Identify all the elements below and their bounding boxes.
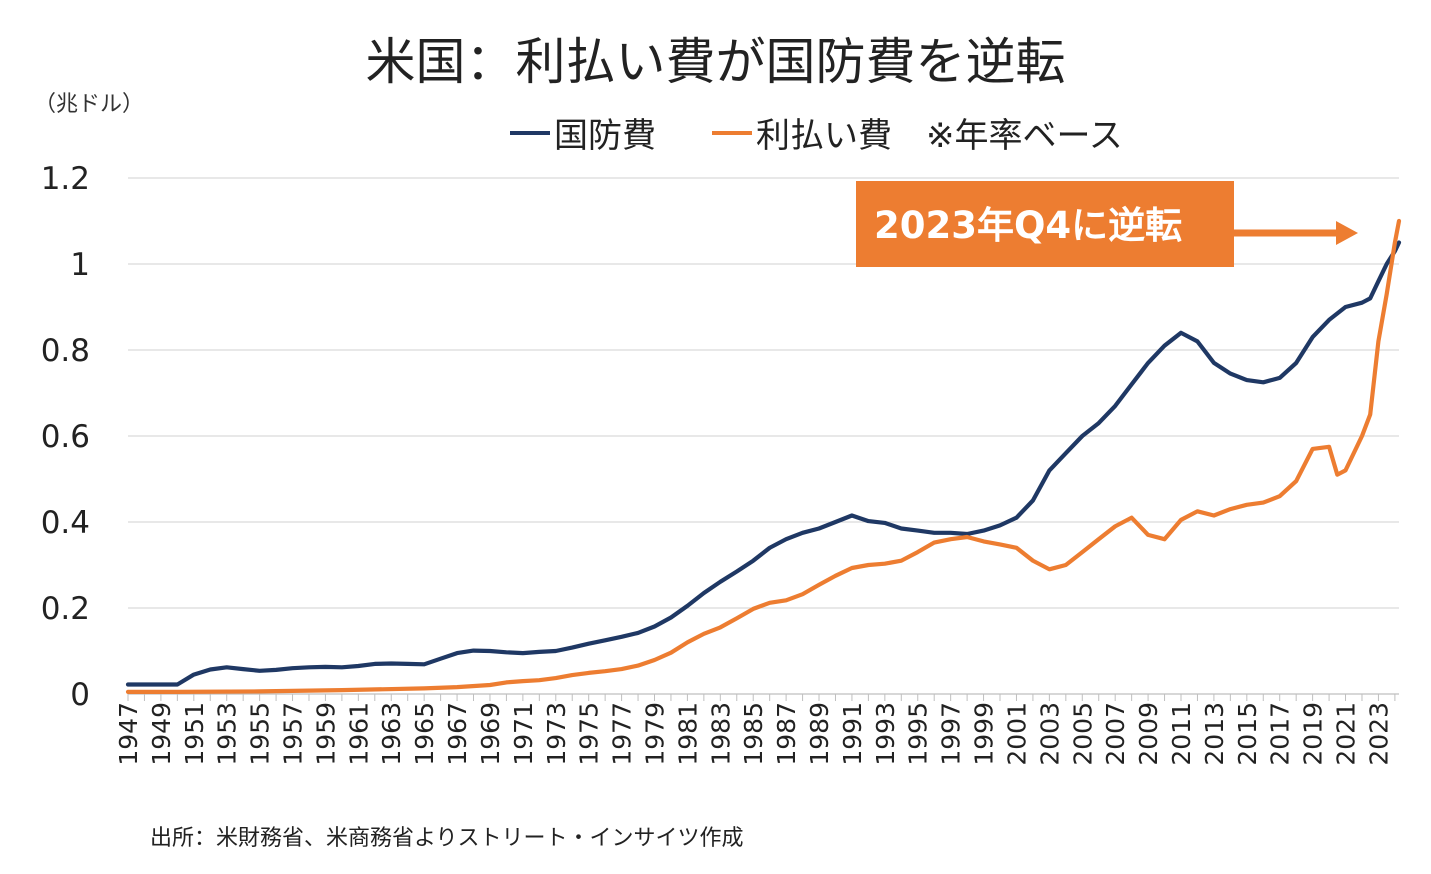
legend-label-defense: 国防費	[554, 116, 656, 156]
annotation-box	[856, 181, 1234, 267]
interest-payments-line	[125, 218, 1402, 694]
y-tick-labels: 0 0.2 0.4 0.6 0.8 1 1.2	[41, 161, 90, 713]
unit-label: （兆ドル）	[34, 92, 145, 117]
y-tick-label: 0.2	[41, 591, 90, 627]
annotation-text: 2023年Q4に逆転	[874, 204, 1182, 247]
x-tick-label: 1949	[147, 702, 176, 766]
x-tick-label: 1961	[344, 702, 373, 766]
y-tick-label: 1	[70, 247, 90, 283]
x-tick-label: 1987	[772, 702, 801, 766]
x-tick-label: 1983	[706, 702, 735, 766]
x-tick-label: 1989	[805, 702, 834, 766]
x-tick-label: 1953	[213, 702, 242, 766]
x-tick-labels: 1947 1949 1951 1953 1955 1957 1959 1961 1963 1965…	[114, 694, 1396, 766]
y-tick-label: 1.2	[41, 161, 90, 197]
x-tick-label: 1981	[673, 702, 702, 766]
x-tick-label: 2005	[1068, 702, 1097, 766]
x-tick-label: 1975	[575, 702, 604, 766]
series-lines	[125, 218, 1402, 694]
y-tick-label: 0	[70, 677, 90, 713]
chart-title: 米国：利払い費が国防費を逆転	[365, 33, 1066, 91]
x-tick-label: 1963	[377, 702, 406, 766]
x-tick-label: 1991	[838, 702, 867, 766]
legend-item-defense: 国防費	[510, 108, 656, 157]
legend-item-interest: 利払い費	[712, 108, 892, 157]
x-tick-label: 2013	[1200, 702, 1229, 766]
x-tick-label: 1985	[739, 702, 768, 766]
defense-spending-line	[125, 240, 1402, 687]
y-tick-label: 0.8	[41, 333, 90, 369]
x-tick-label: 1951	[180, 702, 209, 766]
x-tick-label: 1997	[937, 702, 966, 766]
gridlines	[128, 177, 1399, 695]
x-tick-label: 1995	[904, 702, 933, 766]
legend-note: ※年率ベース	[926, 116, 1123, 156]
x-tick-label: 1969	[476, 702, 505, 766]
x-tick-label: 2003	[1035, 702, 1064, 766]
legend-swatch-interest	[712, 130, 752, 135]
x-tick-label: 1967	[443, 702, 472, 766]
x-tick-label: 1955	[246, 702, 275, 766]
source-note: 出所：米財務省、米商務省よりストリート・インサイツ作成	[150, 826, 744, 851]
y-tick-label: 0.4	[41, 505, 90, 541]
x-tick-label: 1979	[640, 702, 669, 766]
x-tick-label: 2023	[1364, 702, 1393, 766]
legend: 国防費 利払い費 ※年率ベース	[510, 108, 1123, 157]
x-tick-label: 2001	[1002, 702, 1031, 766]
x-tick-label: 2011	[1167, 702, 1196, 766]
x-tick-label: 2019	[1299, 702, 1328, 766]
y-tick-label: 0.6	[41, 419, 90, 455]
x-tick-label: 1965	[410, 702, 439, 766]
crossover-annotation: 2023年Q4に逆転	[856, 181, 1358, 267]
x-tick-label: 2017	[1266, 702, 1295, 766]
x-tick-label: 1957	[279, 702, 308, 766]
x-tick-label: 2021	[1332, 702, 1361, 766]
x-tick-label: 1977	[608, 702, 637, 766]
legend-label-interest: 利払い費	[756, 116, 892, 156]
x-tick-label: 2007	[1101, 702, 1130, 766]
x-tick-label: 1973	[542, 702, 571, 766]
x-tick-label: 2015	[1233, 702, 1262, 766]
x-tick-label: 1947	[114, 702, 143, 766]
x-tick-label: 1959	[311, 702, 340, 766]
x-tick-label: 1999	[970, 702, 999, 766]
legend-swatch-defense	[510, 130, 550, 135]
x-tick-label: 1971	[509, 702, 538, 766]
x-tick-label: 2009	[1134, 702, 1163, 766]
annotation-arrow-head	[1336, 221, 1358, 245]
x-tick-label: 1993	[871, 702, 900, 766]
